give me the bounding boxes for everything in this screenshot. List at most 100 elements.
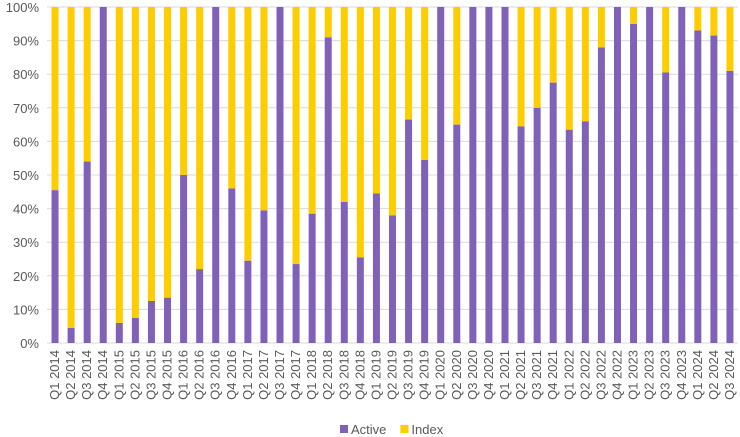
legend-swatch	[340, 425, 348, 433]
bar-segment	[597, 47, 605, 343]
x-tick-label: Q1 2021	[497, 350, 512, 400]
bar-segment	[662, 7, 670, 73]
x-tick-label: Q1 2022	[561, 350, 576, 400]
bar-segment	[694, 30, 702, 344]
bar-segment	[147, 301, 155, 343]
x-tick-label: Q3 2024	[722, 350, 737, 400]
bar-segment	[67, 327, 75, 343]
bar-segment	[453, 7, 461, 125]
bar-segment	[549, 7, 557, 83]
y-tick-label: 60%	[13, 134, 39, 149]
x-tick-label: Q4 2014	[95, 350, 110, 400]
bar-segment	[324, 37, 332, 344]
legend-label: Index	[411, 422, 443, 437]
bar-segment	[51, 190, 59, 343]
bar-segment	[549, 82, 557, 343]
bar-segment	[597, 7, 605, 48]
x-tick-label: Q3 2023	[658, 350, 673, 400]
x-tick-label: Q2 2019	[385, 350, 400, 400]
bar-segment	[212, 7, 220, 343]
x-tick-label: Q1 2020	[433, 350, 448, 400]
y-tick-label: 80%	[13, 67, 39, 82]
bar-segment	[372, 7, 380, 194]
bar-segment	[196, 269, 204, 343]
x-tick-label: Q1 2016	[176, 350, 191, 400]
x-tick-label: Q4 2019	[417, 350, 432, 400]
y-tick-label: 90%	[13, 34, 39, 49]
y-tick-label: 40%	[13, 202, 39, 217]
x-tick-label: Q2 2015	[127, 350, 142, 400]
x-tick-label: Q4 2020	[481, 350, 496, 400]
bar-segment	[244, 7, 252, 261]
x-tick-label: Q4 2021	[545, 350, 560, 400]
x-tick-label: Q4 2015	[160, 350, 175, 400]
bar-segment	[99, 7, 107, 343]
x-tick-label: Q2 2021	[513, 350, 528, 400]
bar-segment	[421, 7, 429, 160]
bar-segment	[115, 7, 123, 323]
x-tick-label: Q1 2019	[368, 350, 383, 400]
bar-segment	[533, 107, 541, 343]
bar-segment	[710, 35, 718, 344]
bar-segment	[437, 7, 445, 343]
bar-segment	[533, 7, 541, 108]
x-tick-label: Q2 2017	[256, 350, 271, 400]
bar-segment	[260, 7, 268, 211]
bar-segment	[67, 7, 75, 328]
x-tick-label: Q3 2022	[593, 350, 608, 400]
y-tick-label: 30%	[13, 235, 39, 250]
bar-segment	[180, 175, 188, 343]
y-tick-label: 70%	[13, 101, 39, 116]
bar-segment	[164, 297, 172, 343]
bar-segment	[613, 7, 621, 343]
x-tick-label: Q2 2014	[63, 350, 78, 400]
x-tick-label: Q1 2024	[690, 350, 705, 400]
bar-segment	[115, 322, 123, 343]
x-tick-label: Q3 2020	[465, 350, 480, 400]
bar-segment	[260, 210, 268, 343]
bar-segment	[469, 7, 477, 343]
bar-segment	[324, 7, 332, 38]
y-tick-label: 20%	[13, 269, 39, 284]
bar-segment	[405, 119, 413, 343]
x-tick-label: Q3 2018	[336, 350, 351, 400]
bar-segment	[662, 72, 670, 344]
bar-segment	[517, 7, 525, 127]
x-tick-label: Q1 2023	[626, 350, 641, 400]
bar-segment	[421, 159, 429, 343]
bar-segment	[565, 129, 573, 343]
bar-segment	[292, 7, 300, 265]
bar-segment	[646, 7, 654, 343]
bar-segment	[501, 7, 509, 343]
bar-segment	[726, 7, 734, 71]
bar-segment	[308, 213, 316, 343]
x-tick-label: Q3 2017	[272, 350, 287, 400]
bar-segment	[131, 7, 139, 318]
bar-segment	[356, 257, 364, 343]
x-tick-label: Q1 2015	[111, 350, 126, 400]
x-tick-label: Q2 2016	[192, 350, 207, 400]
bar-segment	[389, 7, 396, 216]
bar-segment	[581, 7, 589, 122]
y-tick-label: 0%	[20, 336, 39, 351]
bar-segment	[630, 23, 638, 344]
bar-segment	[83, 161, 91, 343]
x-tick-label: Q3 2014	[79, 350, 94, 400]
x-tick-label: Q4 2018	[352, 350, 367, 400]
x-tick-label: Q2 2024	[706, 350, 721, 400]
bar-segment	[180, 7, 188, 175]
bar-segment	[581, 121, 589, 344]
bar-segment	[340, 7, 348, 202]
x-tick-label: Q3 2019	[401, 350, 416, 400]
x-tick-label: Q2 2018	[320, 350, 335, 400]
x-tick-label: Q3 2021	[529, 350, 544, 400]
bar-segment	[292, 264, 300, 343]
bar-segment	[131, 317, 139, 343]
x-tick-label: Q2 2020	[449, 350, 464, 400]
bar-segment	[51, 7, 59, 191]
bar-segment	[565, 7, 573, 130]
bar-segment	[453, 124, 461, 343]
x-tick-label: Q1 2017	[240, 350, 255, 400]
x-tick-label: Q2 2023	[642, 350, 657, 400]
